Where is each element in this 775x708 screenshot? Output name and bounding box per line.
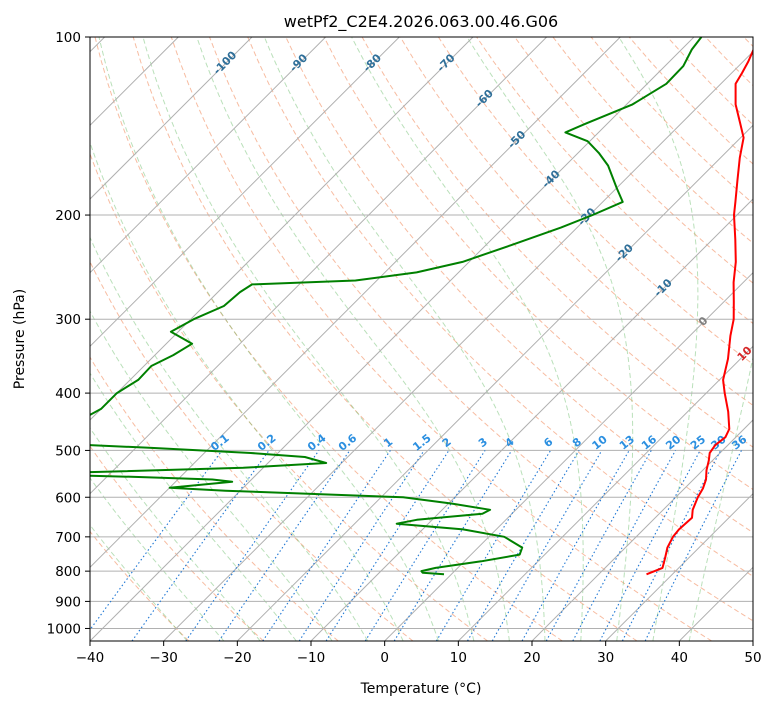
moist-adiabat bbox=[618, 37, 699, 641]
dry-adiabat bbox=[437, 37, 753, 365]
y-tick-label: 200 bbox=[55, 208, 81, 224]
moist-adiabat bbox=[90, 477, 225, 641]
x-tick-label: −20 bbox=[223, 650, 252, 666]
isotherm-line bbox=[90, 37, 327, 274]
moist-adiabat bbox=[351, 37, 584, 641]
mixing-ratio-lines bbox=[90, 450, 742, 641]
mixing-ratio-line bbox=[572, 450, 676, 641]
y-tick-label: 300 bbox=[55, 312, 81, 328]
isotherm-line bbox=[90, 37, 474, 421]
isotherms bbox=[90, 37, 753, 641]
x-tick-label: 20 bbox=[523, 650, 540, 666]
isotherm-line bbox=[90, 37, 253, 200]
mixing-ratio-line bbox=[644, 450, 742, 641]
mixing-ratio-line bbox=[621, 450, 722, 641]
dry-adiabat bbox=[90, 445, 264, 641]
mixing-ratio-line bbox=[218, 450, 351, 641]
dry-adiabat bbox=[399, 37, 753, 407]
isotherm-line bbox=[384, 271, 753, 641]
profile-series bbox=[90, 37, 753, 576]
isotherm-line bbox=[310, 198, 753, 641]
moist-adiabat bbox=[90, 141, 404, 641]
dry-adiabat bbox=[90, 152, 488, 641]
y-axis-label: Pressure (hPa) bbox=[12, 289, 28, 389]
moist-adiabat bbox=[90, 236, 369, 641]
x-axis-label: Temperature (°C) bbox=[360, 681, 482, 697]
moist-adiabat bbox=[98, 37, 439, 641]
isotherm-line bbox=[90, 37, 621, 569]
x-tick-label: 10 bbox=[450, 650, 467, 666]
mixing-ratio-line bbox=[262, 450, 391, 641]
isotherm-line bbox=[531, 419, 753, 641]
mixing-ratio-line bbox=[185, 450, 320, 641]
plot-frame bbox=[89, 36, 754, 642]
y-tick-label: 400 bbox=[55, 386, 81, 402]
y-axis-ticks: 100 200 300 400 500 600 700 800 900 1000 bbox=[47, 30, 90, 637]
x-tick-label: −40 bbox=[76, 650, 105, 666]
dry-adiabat bbox=[170, 37, 712, 641]
y-tick-label: 900 bbox=[55, 594, 81, 610]
moist-adiabat bbox=[90, 310, 333, 641]
moist-adiabat bbox=[90, 372, 297, 641]
mixing-ratio-line bbox=[325, 450, 450, 641]
moist-adiabat bbox=[142, 37, 475, 641]
isotherm-line bbox=[90, 37, 695, 641]
isotherm-line bbox=[236, 124, 753, 641]
mixing-ratio-line bbox=[545, 450, 652, 641]
moist-adiabats bbox=[90, 37, 753, 641]
y-tick-label: 700 bbox=[55, 530, 81, 546]
series-dewpoint-line bbox=[90, 37, 703, 576]
x-tick-label: 40 bbox=[671, 650, 688, 666]
isotherm-line bbox=[457, 345, 753, 641]
mixing-ratio-line bbox=[521, 450, 630, 641]
dry-adiabat bbox=[90, 530, 190, 641]
series-temperature-line bbox=[646, 48, 753, 576]
isotherm-line bbox=[90, 37, 548, 495]
dry-adiabat bbox=[94, 37, 563, 641]
y-tick-label: 100 bbox=[55, 30, 81, 46]
mixing-ratio-line bbox=[393, 450, 513, 641]
x-tick-label: −10 bbox=[297, 650, 326, 666]
x-axis-ticks: −40 −30 −20 −10 0 10 20 30 40 50 bbox=[76, 641, 762, 666]
x-tick-label: 0 bbox=[380, 650, 389, 666]
moist-adiabat bbox=[688, 355, 753, 641]
x-tick-label: 30 bbox=[597, 650, 614, 666]
dry-adiabat bbox=[247, 37, 753, 577]
x-tick-label: 50 bbox=[744, 650, 761, 666]
plot-area: 0.1 0.2 0.4 0.6 1 1.5 2 3 4 6 8 10 13 16 20 25 30 36 -100… bbox=[90, 37, 753, 641]
x-tick-label: −30 bbox=[149, 650, 178, 666]
isotherm-line bbox=[163, 50, 753, 641]
isotherm-line bbox=[605, 492, 753, 641]
isotherm-line bbox=[90, 37, 400, 348]
dry-adiabat bbox=[514, 37, 753, 284]
y-tick-label: 500 bbox=[55, 443, 81, 459]
y-tick-label: 1000 bbox=[47, 621, 81, 637]
mixing-ratio-line bbox=[131, 450, 270, 641]
mixing-ratio-line bbox=[90, 450, 223, 631]
moist-adiabat bbox=[263, 37, 546, 641]
moist-adiabat bbox=[90, 427, 261, 641]
y-tick-label: 800 bbox=[55, 564, 81, 580]
dry-adiabat bbox=[132, 37, 638, 641]
y-tick-label: 600 bbox=[55, 490, 81, 506]
mixing-ratio-line bbox=[298, 450, 425, 641]
chart-title: wetPf2_C2E4.2026.063.00.46.G06 bbox=[284, 12, 558, 32]
dry-adiabat bbox=[323, 37, 753, 491]
